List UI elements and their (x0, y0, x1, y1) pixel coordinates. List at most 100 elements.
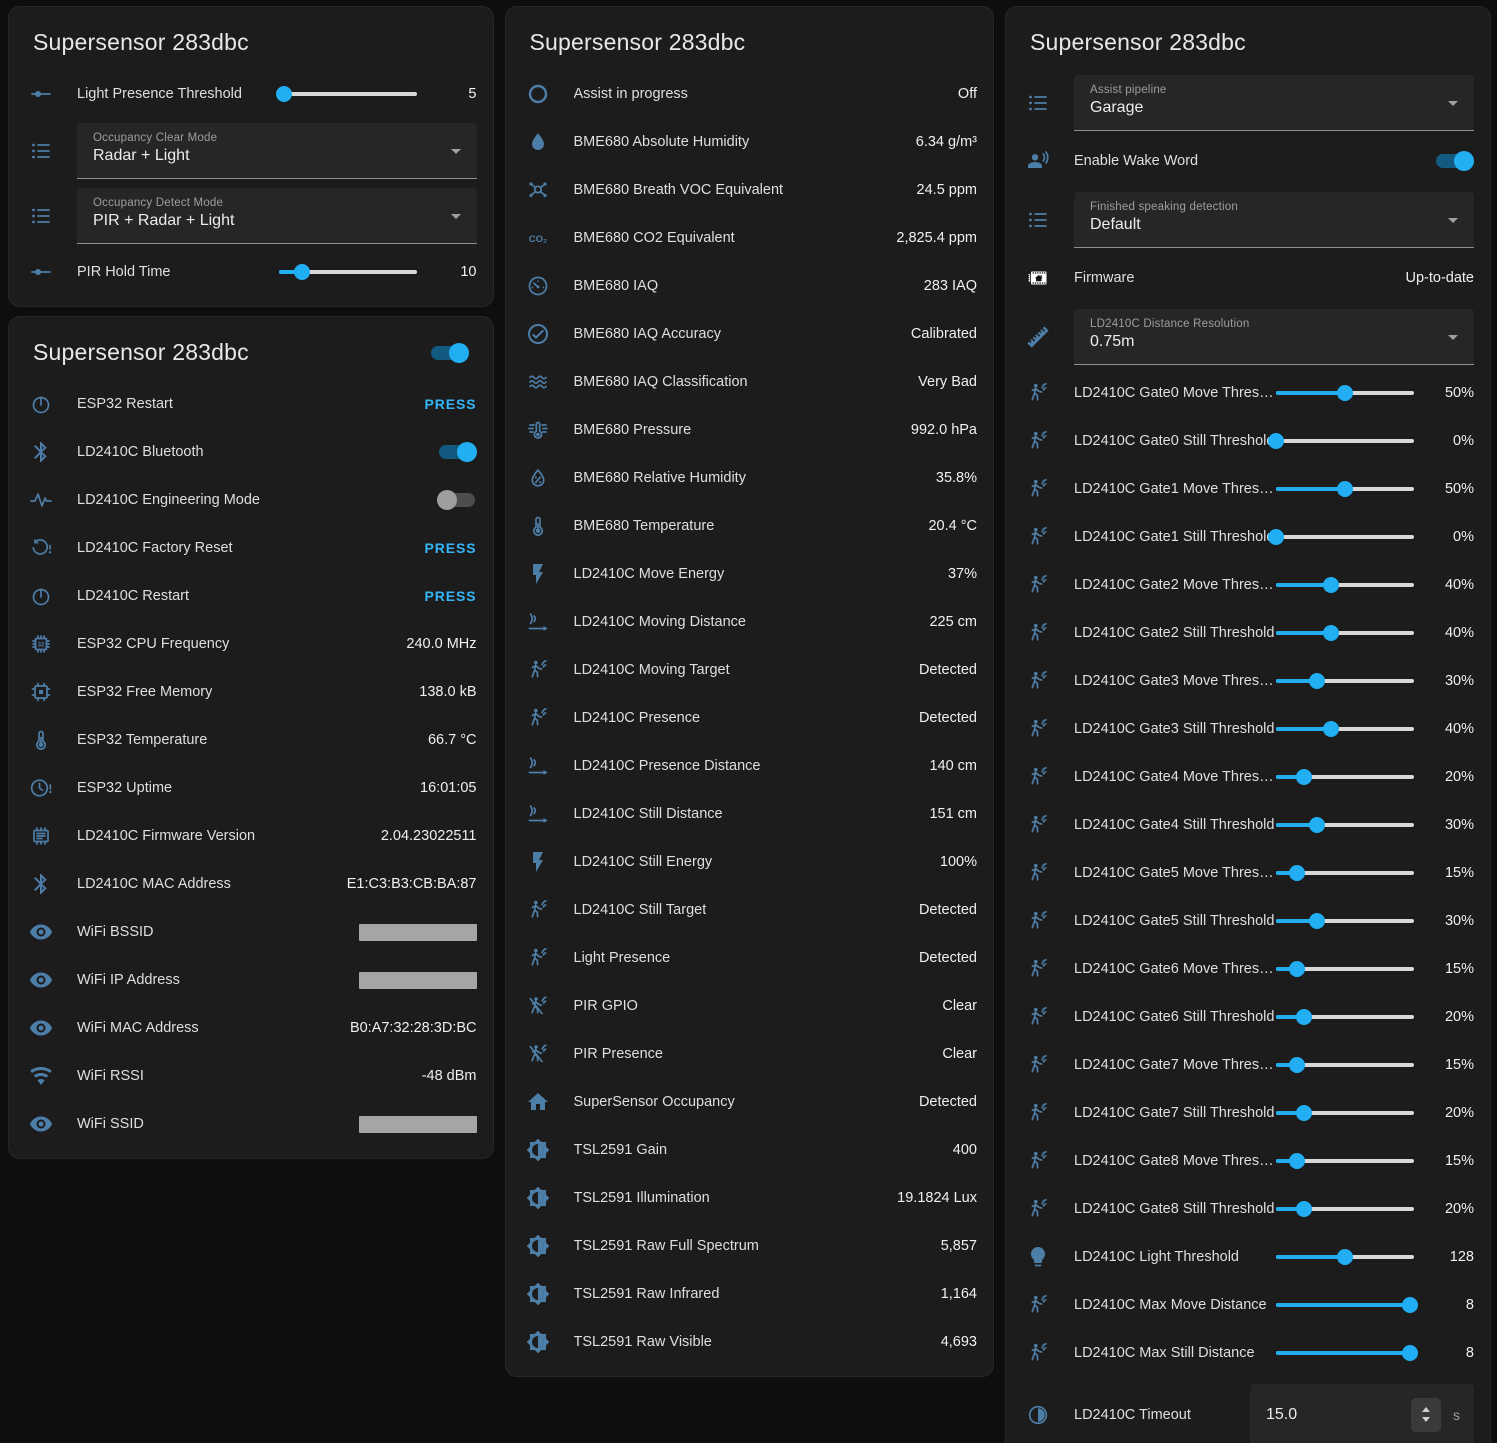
entity-row[interactable]: LD2410C Gate8 Move Threshold 15% (1022, 1137, 1474, 1185)
slider[interactable] (1276, 1345, 1418, 1361)
entity-row[interactable]: LD2410C MAC Address E1:C3:B3:CB:BA:87 (25, 860, 477, 908)
entity-row[interactable]: LD2410C Still Target Detected (522, 886, 977, 934)
entity-row[interactable]: PIR Hold Time 10 (25, 248, 477, 296)
slider-thumb[interactable] (1295, 1009, 1312, 1025)
slider[interactable] (1268, 433, 1414, 449)
slider-thumb[interactable] (1295, 1201, 1312, 1217)
slider-thumb[interactable] (1337, 481, 1353, 497)
slider[interactable] (1276, 577, 1414, 593)
slider[interactable] (1276, 1009, 1414, 1025)
entity-row[interactable]: LD2410C Engineering Mode (25, 476, 477, 524)
entity-row[interactable]: LD2410C Gate0 Still Threshold 0% (1022, 417, 1474, 465)
entity-row[interactable]: BME680 Relative Humidity 35.8% (522, 454, 977, 502)
slider[interactable] (1276, 1105, 1414, 1121)
slider-thumb[interactable] (1288, 961, 1305, 977)
entity-row[interactable]: LD2410C Gate3 Move Threshold 30% (1022, 657, 1474, 705)
entity-row[interactable]: LD2410C Timeout 15.0 s (1022, 1377, 1474, 1443)
entity-row[interactable]: Light Presence Detected (522, 934, 977, 982)
entity-row[interactable]: LD2410C Gate8 Still Threshold 20% (1022, 1185, 1474, 1233)
entity-row[interactable]: LD2410C Gate2 Move Threshold 40% (1022, 561, 1474, 609)
entity-row[interactable]: LD2410C Light Threshold 128 (1022, 1233, 1474, 1281)
entity-row[interactable]: LD2410C Max Move Distance 8 (1022, 1281, 1474, 1329)
slider[interactable] (278, 264, 417, 280)
entity-row[interactable]: TSL2591 Raw Infrared 1,164 (522, 1270, 977, 1318)
slider[interactable] (1276, 1057, 1414, 1073)
entity-row[interactable]: Light Presence Threshold 5 (25, 70, 477, 118)
slider-thumb[interactable] (1309, 913, 1326, 929)
select-field[interactable]: Occupancy Detect Mode PIR + Radar + Light (77, 187, 477, 244)
entity-row[interactable]: LD2410C Moving Distance 225 cm (522, 598, 977, 646)
entity-row[interactable]: LD2410C Gate4 Still Threshold 30% (1022, 801, 1474, 849)
entity-row[interactable]: Firmware Up-to-date (1022, 252, 1474, 304)
entity-row[interactable]: TSL2591 Raw Visible 4,693 (522, 1318, 977, 1366)
select-field[interactable]: LD2410C Distance Resolution 0.75m (1074, 308, 1474, 365)
entity-row[interactable]: LD2410C Move Energy 37% (522, 550, 977, 598)
slider-thumb[interactable] (1401, 1297, 1418, 1313)
entity-row[interactable]: LD2410C Gate7 Move Threshold 15% (1022, 1041, 1474, 1089)
entity-row[interactable]: LD2410C Gate1 Move Threshold 50% (1022, 465, 1474, 513)
slider[interactable] (1276, 769, 1414, 785)
entity-row[interactable]: WiFi IP Address (25, 956, 477, 1004)
entity-row[interactable]: BME680 Pressure 992.0 hPa (522, 406, 977, 454)
slider-thumb[interactable] (1288, 865, 1305, 881)
slider[interactable] (1276, 865, 1414, 881)
select-field[interactable]: Occupancy Clear Mode Radar + Light (77, 122, 477, 179)
entity-row[interactable]: Assist in progress Off (522, 70, 977, 118)
entity-row[interactable]: LD2410C Factory Reset PRESS (25, 524, 477, 572)
entity-row[interactable]: BME680 Breath VOC Equivalent 24.5 ppm (522, 166, 977, 214)
entity-row[interactable]: LD2410C Gate3 Still Threshold 40% (1022, 705, 1474, 753)
slider[interactable] (1276, 673, 1414, 689)
entity-row[interactable]: TSL2591 Illumination 19.1824 Lux (522, 1174, 977, 1222)
entity-row[interactable]: BME680 IAQ Accuracy Calibrated (522, 310, 977, 358)
entity-row[interactable]: PIR GPIO Clear (522, 982, 977, 1030)
slider-thumb[interactable] (276, 86, 293, 102)
toggle-switch[interactable] (1434, 151, 1474, 171)
slider-thumb[interactable] (1288, 1057, 1305, 1073)
entity-row[interactable]: ESP32 Uptime 16:01:05 (25, 764, 477, 812)
slider-thumb[interactable] (1295, 1105, 1312, 1121)
slider[interactable] (1276, 721, 1414, 737)
slider-thumb[interactable] (1337, 1249, 1353, 1265)
slider[interactable] (1276, 1249, 1414, 1265)
slider[interactable] (1276, 1153, 1414, 1169)
entity-row[interactable]: LD2410C Firmware Version 2.04.23022511 (25, 812, 477, 860)
slider[interactable] (1276, 1297, 1418, 1313)
entity-row[interactable]: CO₂ BME680 CO2 Equivalent 2,825.4 ppm (522, 214, 977, 262)
entity-row[interactable]: LD2410C Gate5 Move Threshold 15% (1022, 849, 1474, 897)
press-button[interactable]: PRESS (424, 396, 477, 412)
slider[interactable] (276, 86, 417, 102)
entity-row[interactable]: 32 ESP32 CPU Frequency 240.0 MHz (25, 620, 477, 668)
slider[interactable] (1276, 481, 1414, 497)
entity-row[interactable]: LD2410C Presence Distance 140 cm (522, 742, 977, 790)
slider-thumb[interactable] (1401, 1345, 1418, 1361)
entity-row[interactable]: WiFi RSSI -48 dBm (25, 1052, 477, 1100)
entity-row[interactable]: LD2410C Gate4 Move Threshold 20% (1022, 753, 1474, 801)
entity-row[interactable]: LD2410C Presence Detected (522, 694, 977, 742)
entity-row[interactable]: LD2410C Gate6 Move Threshold 15% (1022, 945, 1474, 993)
slider-thumb[interactable] (1337, 385, 1353, 401)
slider[interactable] (1276, 913, 1414, 929)
entity-row[interactable]: TSL2591 Raw Full Spectrum 5,857 (522, 1222, 977, 1270)
entity-row[interactable]: LD2410C Gate5 Still Threshold 30% (1022, 897, 1474, 945)
number-stepper[interactable] (1411, 1397, 1441, 1432)
entity-row[interactable]: ESP32 Free Memory 138.0 kB (25, 668, 477, 716)
entity-row[interactable]: LD2410C Restart PRESS (25, 572, 477, 620)
entity-row[interactable]: ESP32 Restart PRESS (25, 380, 477, 428)
entity-row[interactable]: LD2410C Still Energy 100% (522, 838, 977, 886)
press-button[interactable]: PRESS (424, 540, 477, 556)
card-header-toggle[interactable] (429, 342, 469, 363)
slider[interactable] (1276, 961, 1414, 977)
entity-row[interactable]: WiFi MAC Address B0:A7:32:28:3D:BC (25, 1004, 477, 1052)
entity-row[interactable]: LD2410C Moving Target Detected (522, 646, 977, 694)
entity-row[interactable]: TSL2591 Gain 400 (522, 1126, 977, 1174)
entity-row[interactable]: LD2410C Bluetooth (25, 428, 477, 476)
entity-row[interactable]: WiFi SSID (25, 1100, 477, 1148)
entity-row[interactable]: LD2410C Gate6 Still Threshold 20% (1022, 993, 1474, 1041)
slider-thumb[interactable] (1268, 529, 1284, 545)
entity-row[interactable]: LD2410C Still Distance 151 cm (522, 790, 977, 838)
toggle-switch[interactable] (436, 490, 477, 510)
entity-row[interactable]: LD2410C Gate0 Move Threshold 50% (1022, 369, 1474, 417)
select-field[interactable]: Assist pipeline Garage (1074, 74, 1474, 131)
slider[interactable] (1276, 817, 1414, 833)
slider-thumb[interactable] (1323, 721, 1340, 737)
